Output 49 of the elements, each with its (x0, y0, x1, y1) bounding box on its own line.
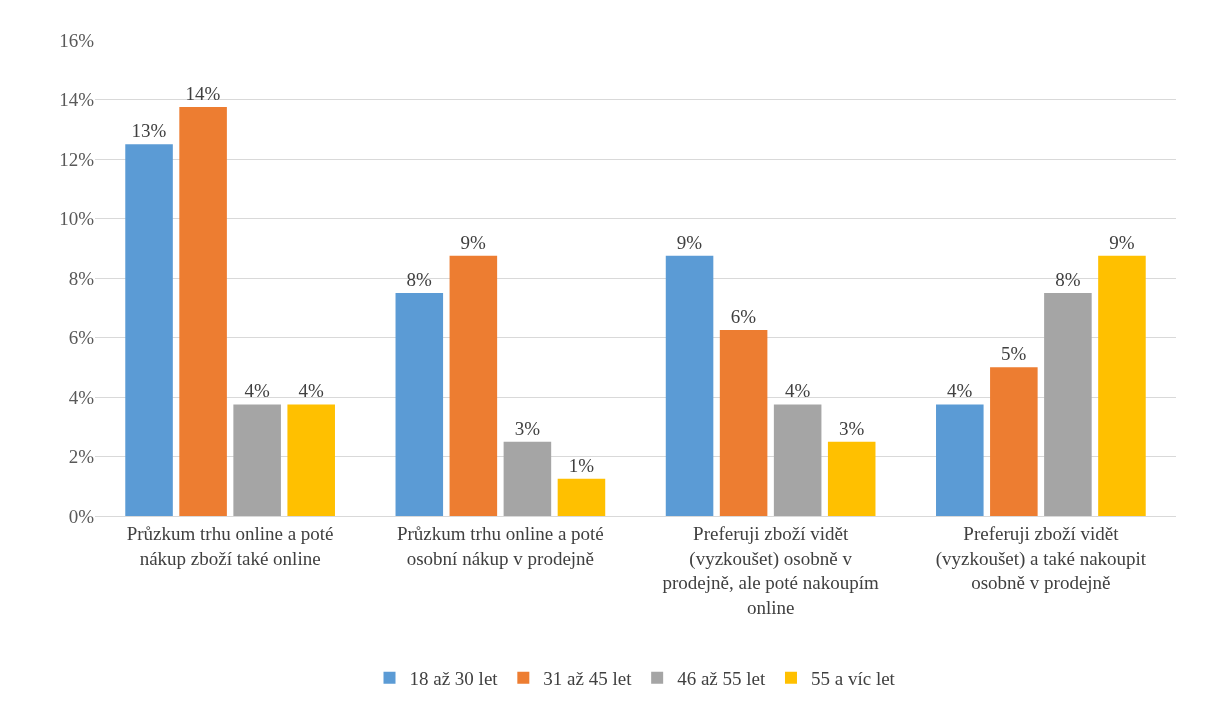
data-label: 9% (1109, 231, 1135, 253)
data-label: 6% (730, 306, 757, 328)
x-tick-label: Preferuji zboží vidět (vyzkoušet) osobně v prodejně, ale poté nakoupím online (662, 522, 880, 618)
y-tick-label: 16% (59, 29, 95, 51)
bar (557, 478, 606, 516)
data-label: 14% (185, 82, 221, 104)
legend-label: 55 a víc let (810, 668, 896, 690)
y-tick-label: 8% (68, 267, 95, 289)
data-label: 3% (514, 417, 541, 439)
data-label: 4% (784, 380, 811, 402)
y-tick-label: 10% (59, 208, 95, 230)
data-label: 8% (1055, 268, 1081, 290)
bar (665, 255, 714, 516)
data-label: 5% (1001, 343, 1027, 365)
legend-label: 46 až 55 let (677, 668, 766, 690)
bar (287, 404, 335, 516)
bar (503, 441, 552, 516)
bar (936, 404, 984, 516)
bar (827, 441, 876, 516)
bar (990, 367, 1038, 516)
y-tick-label: 12% (59, 148, 95, 170)
x-tick-label: Preferuji zboží vidět (vyzkoušet) a také nakoupit osobně v prodejně (935, 522, 1147, 594)
data-label: 9% (460, 231, 487, 253)
data-label: 4% (244, 380, 270, 402)
bar (233, 404, 281, 516)
legend-label: 31 až 45 let (543, 668, 633, 690)
bar (1098, 255, 1146, 516)
bar (449, 255, 498, 516)
bar (179, 106, 227, 516)
y-tick-label: 4% (68, 386, 95, 408)
x-tick-label: Průzkum trhu online a poté nákup zboží také online (126, 522, 334, 569)
bar (395, 292, 444, 516)
y-tick-label: 2% (68, 446, 95, 468)
bar (719, 330, 768, 516)
data-label: 8% (406, 268, 433, 290)
y-tick-label: 0% (68, 505, 95, 527)
legend-label: 18 až 30 let (409, 668, 499, 690)
x-tick-label: Průzkum trhu online a poté osobní nákup v prodejně (396, 522, 604, 569)
bar (1044, 292, 1092, 516)
data-label: 9% (676, 231, 703, 253)
bar (125, 144, 173, 516)
y-tick-label: 14% (59, 89, 95, 111)
data-label: 4% (298, 380, 324, 402)
data-label: 1% (568, 454, 595, 476)
y-tick-label: 6% (68, 327, 95, 349)
data-label: 3% (838, 417, 865, 439)
bar (773, 404, 822, 516)
data-label: 4% (947, 380, 973, 402)
data-label: 13% (131, 120, 167, 142)
